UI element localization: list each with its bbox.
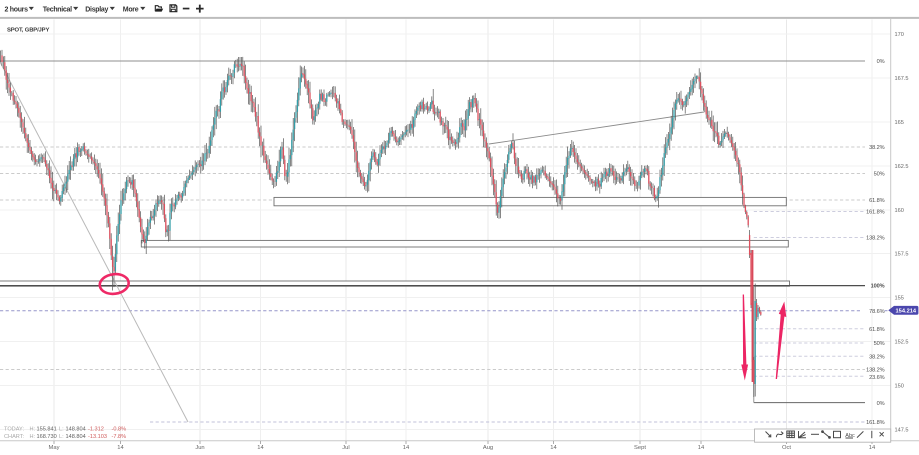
svg-text:14: 14 (117, 445, 124, 451)
svg-text:More: More (123, 6, 139, 13)
svg-text:38.2%: 38.2% (869, 355, 884, 361)
svg-text:14: 14 (257, 445, 264, 451)
svg-text:138.2%: 138.2% (866, 368, 884, 374)
svg-text:14: 14 (403, 445, 410, 451)
svg-text:61.8%: 61.8% (869, 198, 884, 204)
svg-text:Jul: Jul (342, 445, 349, 451)
svg-text:161.8%: 161.8% (866, 210, 884, 216)
svg-text:23.6%: 23.6% (869, 375, 884, 381)
svg-text:14: 14 (550, 445, 557, 451)
svg-text:14: 14 (869, 445, 876, 451)
svg-text:167.5: 167.5 (895, 76, 909, 82)
svg-text:14: 14 (698, 445, 705, 451)
svg-text:2 hours: 2 hours (5, 6, 29, 13)
svg-text:162.5: 162.5 (895, 164, 909, 170)
svg-text:Jun: Jun (195, 445, 204, 451)
svg-text:0%: 0% (877, 401, 885, 407)
svg-text:147.5: 147.5 (895, 428, 909, 434)
svg-text:100%: 100% (871, 284, 885, 290)
svg-text:170: 170 (895, 32, 904, 38)
svg-text:Display: Display (85, 6, 108, 13)
svg-text:Technical: Technical (43, 6, 72, 13)
svg-text:50%: 50% (874, 341, 885, 347)
svg-text:Abc: Abc (845, 433, 855, 439)
svg-text:160: 160 (895, 208, 904, 214)
svg-text:138.2%: 138.2% (866, 236, 884, 242)
svg-text:154.214: 154.214 (896, 309, 917, 315)
svg-text:78.6%: 78.6% (869, 309, 884, 315)
svg-text:Oct: Oct (782, 445, 791, 451)
svg-text:SPOT, GBP/JPY: SPOT, GBP/JPY (7, 28, 49, 34)
svg-text:152.5: 152.5 (895, 340, 909, 346)
svg-text:150: 150 (895, 384, 904, 390)
svg-text:50%: 50% (874, 172, 885, 178)
svg-text:165: 165 (895, 120, 904, 126)
svg-text:161.8%: 161.8% (866, 420, 884, 426)
svg-text:38.2%: 38.2% (869, 145, 884, 151)
svg-text:155: 155 (895, 296, 904, 302)
svg-text:157.5: 157.5 (895, 252, 909, 258)
svg-text:0%: 0% (877, 59, 885, 65)
svg-text:Aug: Aug (483, 445, 493, 451)
svg-text:61.8%: 61.8% (869, 327, 884, 333)
svg-text:May: May (49, 445, 60, 451)
svg-text:Sept: Sept (634, 445, 646, 451)
